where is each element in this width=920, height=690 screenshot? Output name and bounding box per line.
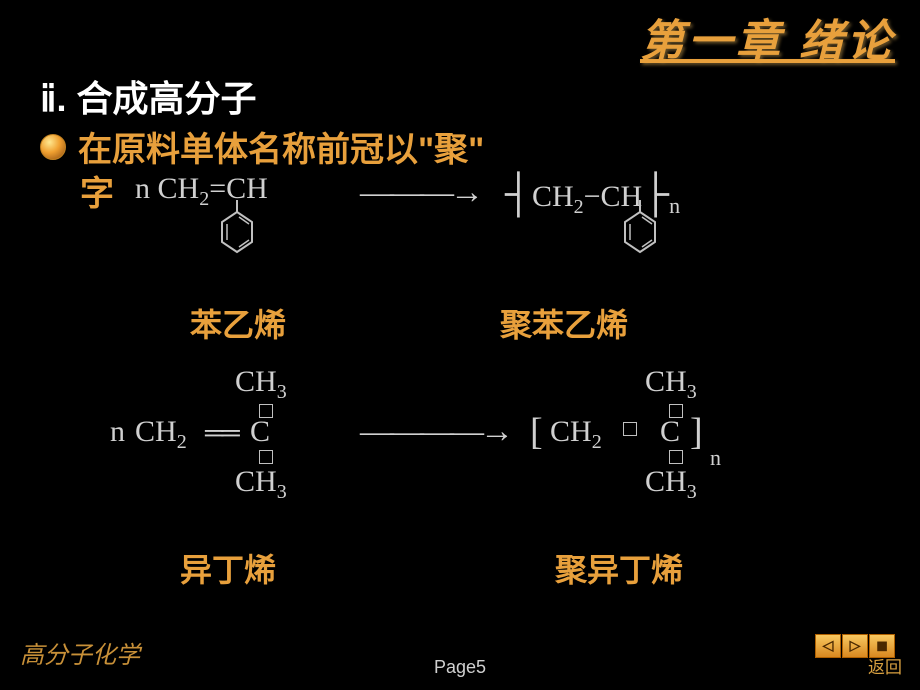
bond-placeholder (622, 415, 638, 442)
reaction-arrow: ————→ (360, 413, 510, 451)
return-link[interactable]: 返回 (868, 653, 902, 678)
ch2-group: CH2 (550, 415, 602, 454)
next-button[interactable]: ▷ (842, 634, 868, 658)
bracket-right: ] (690, 410, 703, 454)
label-polystyrene: 聚苯乙烯 (500, 300, 628, 346)
label-styrene: 苯乙烯 (190, 300, 286, 346)
bond-placeholder (258, 396, 274, 422)
bullet-text-line2: 字 (80, 166, 114, 215)
ch3-group: CH3 (645, 465, 697, 504)
benzene-ring-icon (620, 200, 660, 270)
bond-placeholder (258, 442, 274, 468)
bond-placeholder (668, 442, 684, 468)
label-isobutylene: 异丁烯 (180, 545, 276, 591)
coefficient-n: n (110, 415, 125, 449)
reaction-arrow: ———→ (360, 174, 480, 212)
chapter-title: 第一章 绪论 (640, 5, 895, 69)
ch3-group: CH3 (235, 465, 287, 504)
label-polyisobutylene: 聚异丁烯 (555, 545, 683, 591)
subscript-n: n (710, 432, 721, 471)
bullet-text-line1: 在原料单体名称前冠以"聚" (78, 122, 484, 171)
bullet-point: 在原料单体名称前冠以"聚" (40, 122, 484, 171)
prev-button[interactable]: ◁ (815, 634, 841, 658)
subheading: ⅱ. 合成高分子 (40, 70, 256, 122)
bond-placeholder (668, 396, 684, 422)
benzene-ring-icon (217, 200, 257, 270)
footer-subject: 高分子化学 (20, 635, 140, 670)
double-bond: ══ (205, 418, 238, 448)
bullet-icon (40, 134, 66, 160)
reaction-isobutylene: n CH2 ══ C CH3 CH3 ————→ [ CH2 C ] n CH3… (100, 360, 850, 520)
page-number: Page5 (434, 657, 486, 678)
bracket-left: [ (530, 410, 543, 454)
ch2-group: CH2 (135, 415, 187, 454)
